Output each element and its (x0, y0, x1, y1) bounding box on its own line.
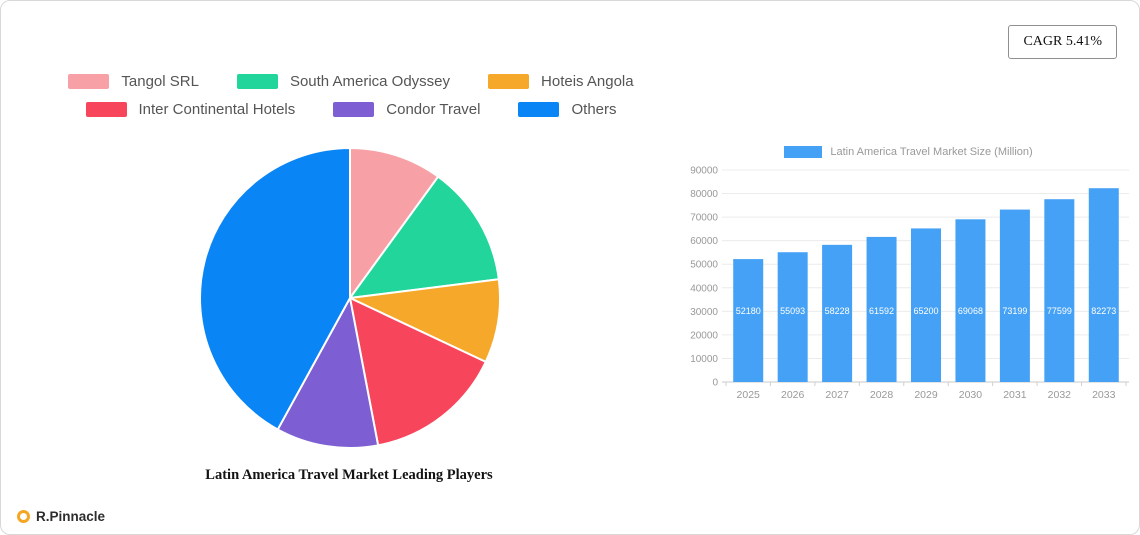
bar-value-label: 69068 (958, 306, 983, 316)
pie-slice (349, 175, 500, 299)
bar-value-label: 61592 (869, 306, 894, 316)
bar (1044, 199, 1075, 382)
y-tick-label: 50000 (690, 260, 718, 271)
x-tick-label: 2031 (1003, 389, 1027, 401)
pie-slice (349, 297, 487, 447)
pie-legend-text: Hoteis Angola (541, 73, 634, 90)
bar (777, 252, 808, 382)
bar-value-label: 77599 (1047, 306, 1072, 316)
x-tick-label: 2026 (781, 389, 805, 401)
pie-legend-text: Condor Travel (386, 101, 481, 118)
bar-value-label: 58228 (825, 306, 850, 316)
cagr-label: CAGR 5.41% (1023, 34, 1102, 49)
x-tick-label: 2032 (1048, 389, 1072, 401)
bar-legend-swatch (784, 146, 823, 158)
logo-ring-icon (17, 510, 30, 523)
x-tick-label: 2028 (870, 389, 894, 401)
bar-value-label: 73199 (1002, 306, 1027, 316)
pie-legend-text: Others (571, 101, 617, 118)
x-tick-label: 2025 (737, 389, 761, 401)
pie-legend-swatch (236, 74, 278, 89)
bar-legend-label: Latin America Travel Market Size (Millio… (830, 146, 1033, 158)
bar (822, 244, 853, 382)
pie-legend-text: Inter Continental Hotels (138, 101, 296, 118)
pie-legend-item[interactable]: Inter Continental Hotels (85, 101, 296, 118)
bar (911, 228, 941, 382)
bar-value-label: 82273 (1091, 306, 1116, 316)
x-tick-label: 2029 (914, 389, 938, 401)
x-tick-label: 2033 (1092, 389, 1116, 401)
bar (866, 236, 897, 382)
bar-value-label: 55093 (780, 306, 805, 316)
pie-slice (349, 278, 502, 363)
bar (955, 219, 986, 382)
logo-text: R.Pinnacle (36, 509, 106, 524)
bar-chart: 0 10000 20000 30000 40000 50000 60000 70000 8000… (690, 166, 1129, 401)
pie-legend-item[interactable]: Others (518, 101, 617, 118)
bar-legend[interactable]: Latin America Travel Market Size (Millio… (686, 143, 1131, 161)
bar-chart-panel: Latin America Travel Market Size (Millio… (686, 143, 1131, 417)
pie-legend-text: Tangol SRL (121, 73, 199, 90)
bar-value-label: 65200 (913, 306, 938, 316)
y-tick-label: 80000 (690, 189, 718, 200)
y-tick-label: 70000 (690, 213, 718, 224)
pie-slice (349, 147, 440, 299)
x-tick-label: 2027 (825, 389, 849, 401)
pie-legend-swatch (333, 102, 375, 117)
pie-legend-swatch (85, 102, 127, 117)
bar (733, 259, 764, 382)
y-tick-label: 20000 (690, 330, 718, 341)
pie-legend-swatch (518, 102, 560, 117)
y-tick-label: 60000 (690, 236, 718, 247)
y-tick-label: 10000 (690, 354, 718, 365)
pie-legend-text: South America Odyssey (289, 73, 451, 90)
pie-legend-item[interactable]: Tangol SRL (68, 73, 199, 90)
pie-chart-title: Latin America Travel Market Leading Play… (205, 467, 493, 483)
pie-legend-swatch (68, 74, 110, 89)
y-tick-label: 90000 (690, 166, 718, 177)
pie-legend-swatch (488, 74, 530, 89)
bar-value-label: 52180 (736, 306, 761, 316)
pie-legend: Tangol SRL South America Odyssey Hoteis An… (31, 73, 671, 118)
pie-legend-item[interactable]: Condor Travel (333, 101, 480, 118)
bar (999, 209, 1030, 382)
pie-chart (199, 147, 502, 449)
bar (1088, 188, 1119, 382)
y-tick-label: 30000 (690, 307, 718, 318)
x-tick-label: 2030 (959, 389, 983, 401)
y-tick-label: 0 (712, 378, 718, 389)
pie-slice (276, 297, 380, 449)
cagr-badge: CAGR 5.41% (1008, 25, 1117, 59)
logo: R.Pinnacle (17, 509, 105, 524)
y-tick-label: 40000 (690, 283, 718, 294)
pie-slice (199, 147, 351, 431)
pie-legend-item[interactable]: Hoteis Angola (488, 73, 634, 90)
pie-legend-item[interactable]: South America Odyssey (236, 73, 451, 90)
